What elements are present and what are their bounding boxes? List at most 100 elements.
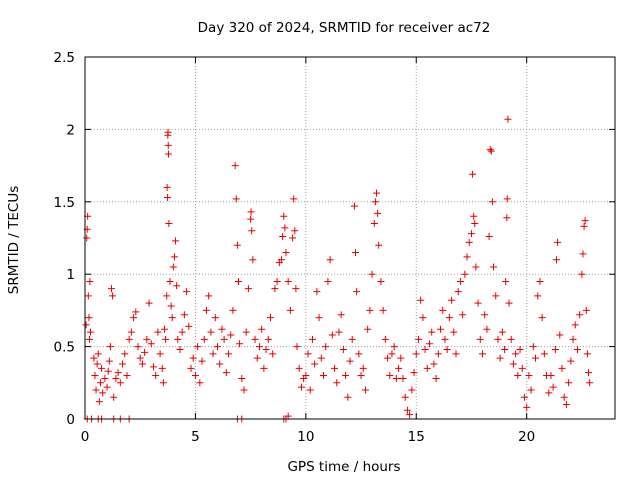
data-point: [169, 263, 177, 271]
data-point: [488, 198, 496, 206]
data-point: [545, 389, 553, 397]
data-point: [496, 354, 504, 362]
data-point: [196, 379, 204, 387]
data-point: [216, 360, 224, 368]
data-point: [558, 364, 566, 372]
data-point: [86, 277, 94, 285]
data-point: [399, 374, 407, 382]
data-point: [556, 331, 564, 339]
data-point: [114, 369, 122, 377]
data-point: [485, 233, 493, 241]
data-point: [165, 220, 173, 228]
data-point: [297, 383, 305, 391]
data-point: [311, 360, 319, 368]
data-point: [83, 234, 91, 242]
data-point: [92, 386, 100, 394]
data-point: [333, 379, 341, 387]
data-point: [159, 379, 167, 387]
data-point: [293, 343, 301, 351]
x-tick-label: 15: [408, 429, 425, 445]
data-point: [509, 360, 517, 368]
data-point: [361, 386, 369, 394]
data-point: [516, 345, 524, 353]
data-point: [580, 222, 588, 230]
data-point: [469, 170, 477, 178]
data-point: [523, 403, 531, 411]
data-point: [381, 335, 389, 343]
data-point: [412, 350, 420, 358]
data-point: [390, 343, 398, 351]
data-point: [231, 162, 239, 170]
data-point: [232, 195, 240, 203]
data-point: [352, 248, 360, 256]
data-point: [501, 345, 509, 353]
data-point: [191, 372, 199, 380]
data-point: [371, 198, 379, 206]
data-point: [136, 354, 144, 362]
data-point: [337, 311, 345, 319]
data-point: [251, 335, 259, 343]
data-point: [248, 227, 256, 235]
data-point: [227, 331, 235, 339]
data-point: [119, 360, 127, 368]
data-point: [164, 150, 172, 158]
data-point: [154, 328, 162, 336]
data-point: [417, 296, 425, 304]
data-point: [486, 146, 494, 154]
data-point: [317, 354, 325, 362]
data-point: [578, 270, 586, 278]
y-tick-label: 0: [66, 412, 75, 428]
data-point: [269, 350, 277, 358]
data-point: [459, 311, 467, 319]
x-tick-label: 0: [81, 429, 90, 445]
data-point: [105, 357, 113, 365]
data-point: [85, 335, 93, 343]
data-point: [106, 343, 114, 351]
data-point: [470, 212, 478, 220]
data-point: [168, 314, 176, 322]
data-point: [388, 350, 396, 358]
grid: [85, 57, 615, 419]
data-point: [103, 383, 111, 391]
data-point: [373, 189, 380, 197]
axis-ticks: 0 0.5 1 1.5 2 2.5 0 5 10 15 20: [54, 50, 615, 445]
data-point: [143, 335, 151, 343]
data-point: [209, 350, 217, 358]
data-point: [290, 195, 298, 203]
data-point: [225, 350, 233, 358]
data-point: [158, 364, 166, 372]
data-point: [284, 277, 292, 285]
data-point: [242, 328, 250, 336]
data-point: [149, 363, 157, 371]
data-point: [586, 379, 594, 387]
data-point: [335, 328, 343, 336]
data-point: [529, 343, 537, 351]
data-point: [194, 343, 202, 351]
data-point: [487, 147, 495, 155]
data-point: [426, 340, 433, 348]
data-point: [551, 345, 559, 353]
data-point: [185, 322, 193, 330]
data-point: [547, 372, 555, 380]
data-point: [585, 369, 592, 377]
data-point: [421, 345, 429, 353]
data-point: [95, 398, 103, 406]
data-point: [147, 340, 155, 348]
data-point: [525, 372, 533, 380]
data-point: [84, 292, 92, 300]
data-point: [280, 212, 288, 220]
data-point: [306, 386, 314, 394]
data-point: [134, 343, 142, 351]
data-point: [414, 335, 422, 343]
data-point: [576, 311, 584, 319]
data-point: [474, 299, 482, 307]
data-point: [384, 354, 392, 362]
data-point: [152, 372, 160, 380]
data-point: [430, 360, 438, 368]
data-point: [90, 354, 98, 362]
data-point: [445, 314, 453, 322]
data-point: [214, 343, 221, 351]
data-point: [222, 369, 230, 377]
data-point: [339, 345, 347, 353]
